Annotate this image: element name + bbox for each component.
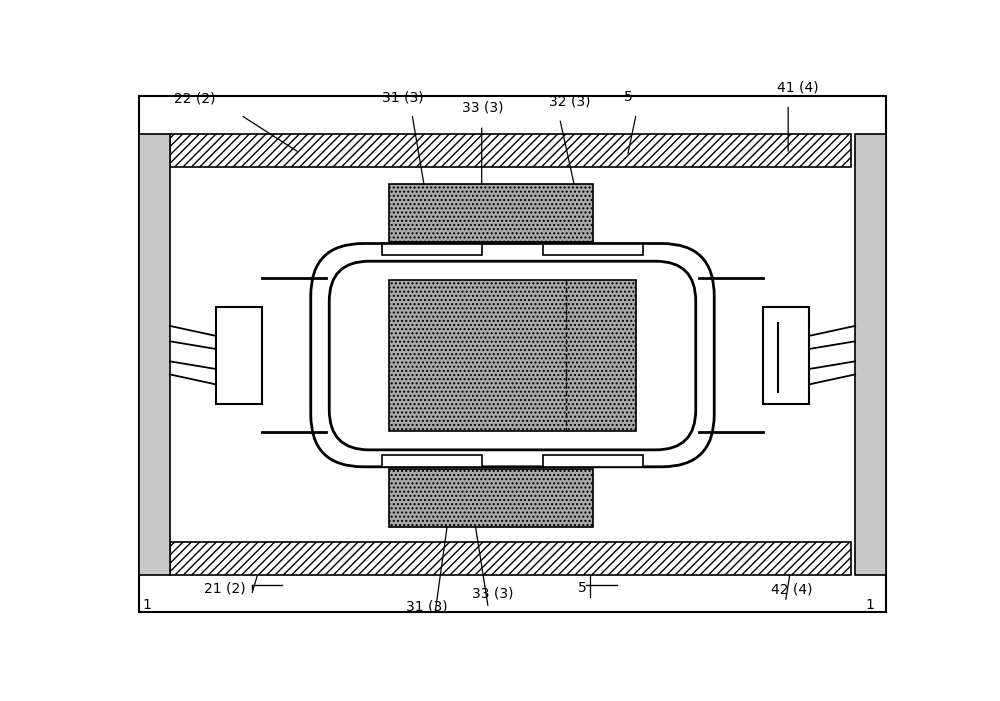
Text: 31 (3): 31 (3): [406, 599, 448, 613]
Text: 5: 5: [578, 580, 587, 594]
Bar: [389, 184, 593, 242]
Bar: [382, 455, 482, 467]
Text: 33 (3): 33 (3): [472, 587, 514, 601]
Bar: [763, 308, 809, 404]
Bar: [855, 134, 886, 576]
Bar: [389, 280, 636, 430]
Text: 22 (2): 22 (2): [174, 92, 215, 106]
FancyBboxPatch shape: [334, 266, 691, 445]
Bar: [543, 455, 643, 467]
Text: 1: 1: [142, 597, 151, 611]
Text: 1: 1: [865, 597, 874, 611]
Bar: [139, 134, 170, 576]
Text: 21 (2): 21 (2): [205, 581, 246, 595]
Text: 41 (4): 41 (4): [777, 81, 818, 95]
Text: 33 (3): 33 (3): [462, 101, 504, 115]
Bar: [170, 543, 851, 576]
Bar: [389, 469, 593, 527]
Bar: [216, 308, 262, 404]
Bar: [543, 243, 643, 255]
Bar: [170, 134, 851, 168]
Text: 32 (3): 32 (3): [549, 95, 591, 109]
Text: 42 (4): 42 (4): [771, 583, 813, 597]
Bar: [382, 243, 482, 255]
Text: 31 (3): 31 (3): [382, 91, 423, 105]
Text: 5: 5: [624, 90, 633, 104]
